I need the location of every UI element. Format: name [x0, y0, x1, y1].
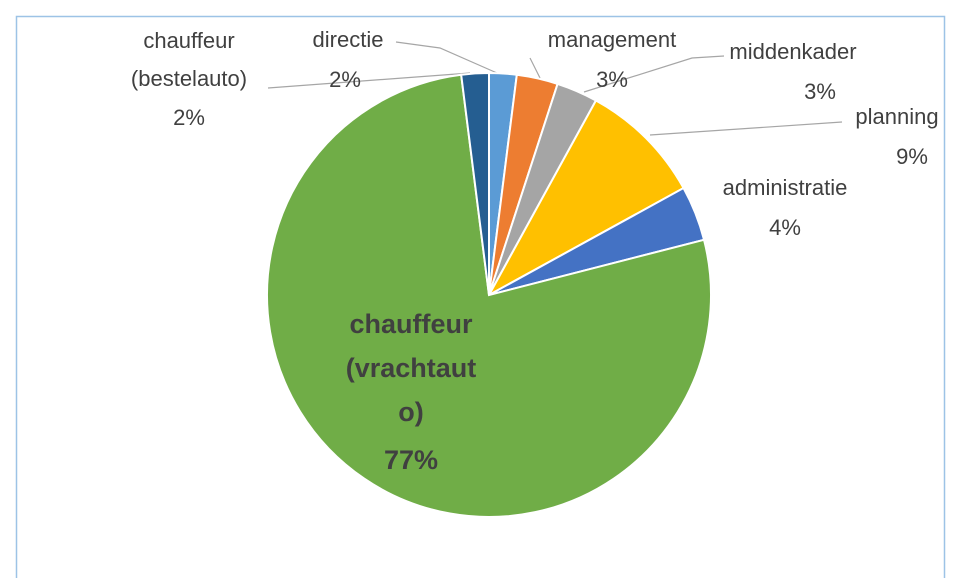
- leader-line: [529, 57, 541, 79]
- slice-value-label: 4%: [769, 215, 801, 240]
- leader-line: [395, 41, 498, 74]
- slice-label: administratie: [722, 175, 848, 200]
- pie-slice: [265, 73, 712, 518]
- slice-value-label: 3%: [596, 67, 628, 92]
- slice-label: chauffeur (bestelauto): [130, 28, 248, 91]
- slice-label: planning: [855, 104, 939, 129]
- leader-line: [649, 121, 843, 136]
- slice-label: chauffeur (vrachtauto): [345, 309, 477, 427]
- slice-label: management: [547, 27, 677, 52]
- slice-label: directie: [312, 27, 384, 52]
- leader-lines: [267, 41, 843, 136]
- slice-value-label: 9%: [896, 144, 928, 169]
- slice-value-label: 77%: [383, 445, 439, 475]
- slice-value-label: 2%: [329, 67, 361, 92]
- leader-line: [583, 55, 725, 93]
- slice-value-label: 2%: [173, 105, 205, 130]
- pie-slice: [486, 99, 685, 298]
- slice-value-label: 3%: [804, 79, 836, 104]
- leader-line: [267, 72, 471, 89]
- slice-label: middenkader: [729, 39, 857, 64]
- pie-slice: [460, 71, 490, 296]
- chart-border: [15, 15, 946, 578]
